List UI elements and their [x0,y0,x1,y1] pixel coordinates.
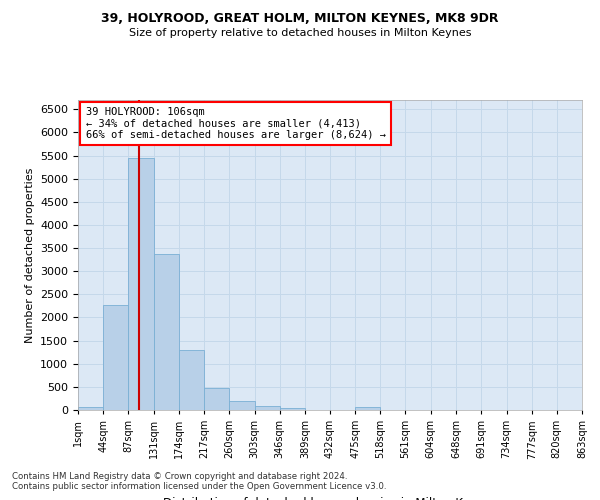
Bar [128,158,154,410]
Bar [229,400,254,410]
Bar [254,406,280,410]
Text: Contains HM Land Registry data © Crown copyright and database right 2024.: Contains HM Land Registry data © Crown c… [12,472,347,481]
Text: Contains public sector information licensed under the Open Government Licence v3: Contains public sector information licen… [12,482,386,491]
X-axis label: Distribution of detached houses by size in Milton Keynes: Distribution of detached houses by size … [163,498,497,500]
Bar [179,350,204,410]
Bar [280,408,305,410]
Text: Size of property relative to detached houses in Milton Keynes: Size of property relative to detached ho… [129,28,471,38]
Bar [355,407,380,410]
Bar [103,304,128,410]
Bar [204,388,229,410]
Text: 39 HOLYROOD: 106sqm
← 34% of detached houses are smaller (4,413)
66% of semi-det: 39 HOLYROOD: 106sqm ← 34% of detached ho… [86,107,386,140]
Bar [154,254,179,410]
Y-axis label: Number of detached properties: Number of detached properties [25,168,35,342]
Text: 39, HOLYROOD, GREAT HOLM, MILTON KEYNES, MK8 9DR: 39, HOLYROOD, GREAT HOLM, MILTON KEYNES,… [101,12,499,26]
Bar [78,407,103,410]
